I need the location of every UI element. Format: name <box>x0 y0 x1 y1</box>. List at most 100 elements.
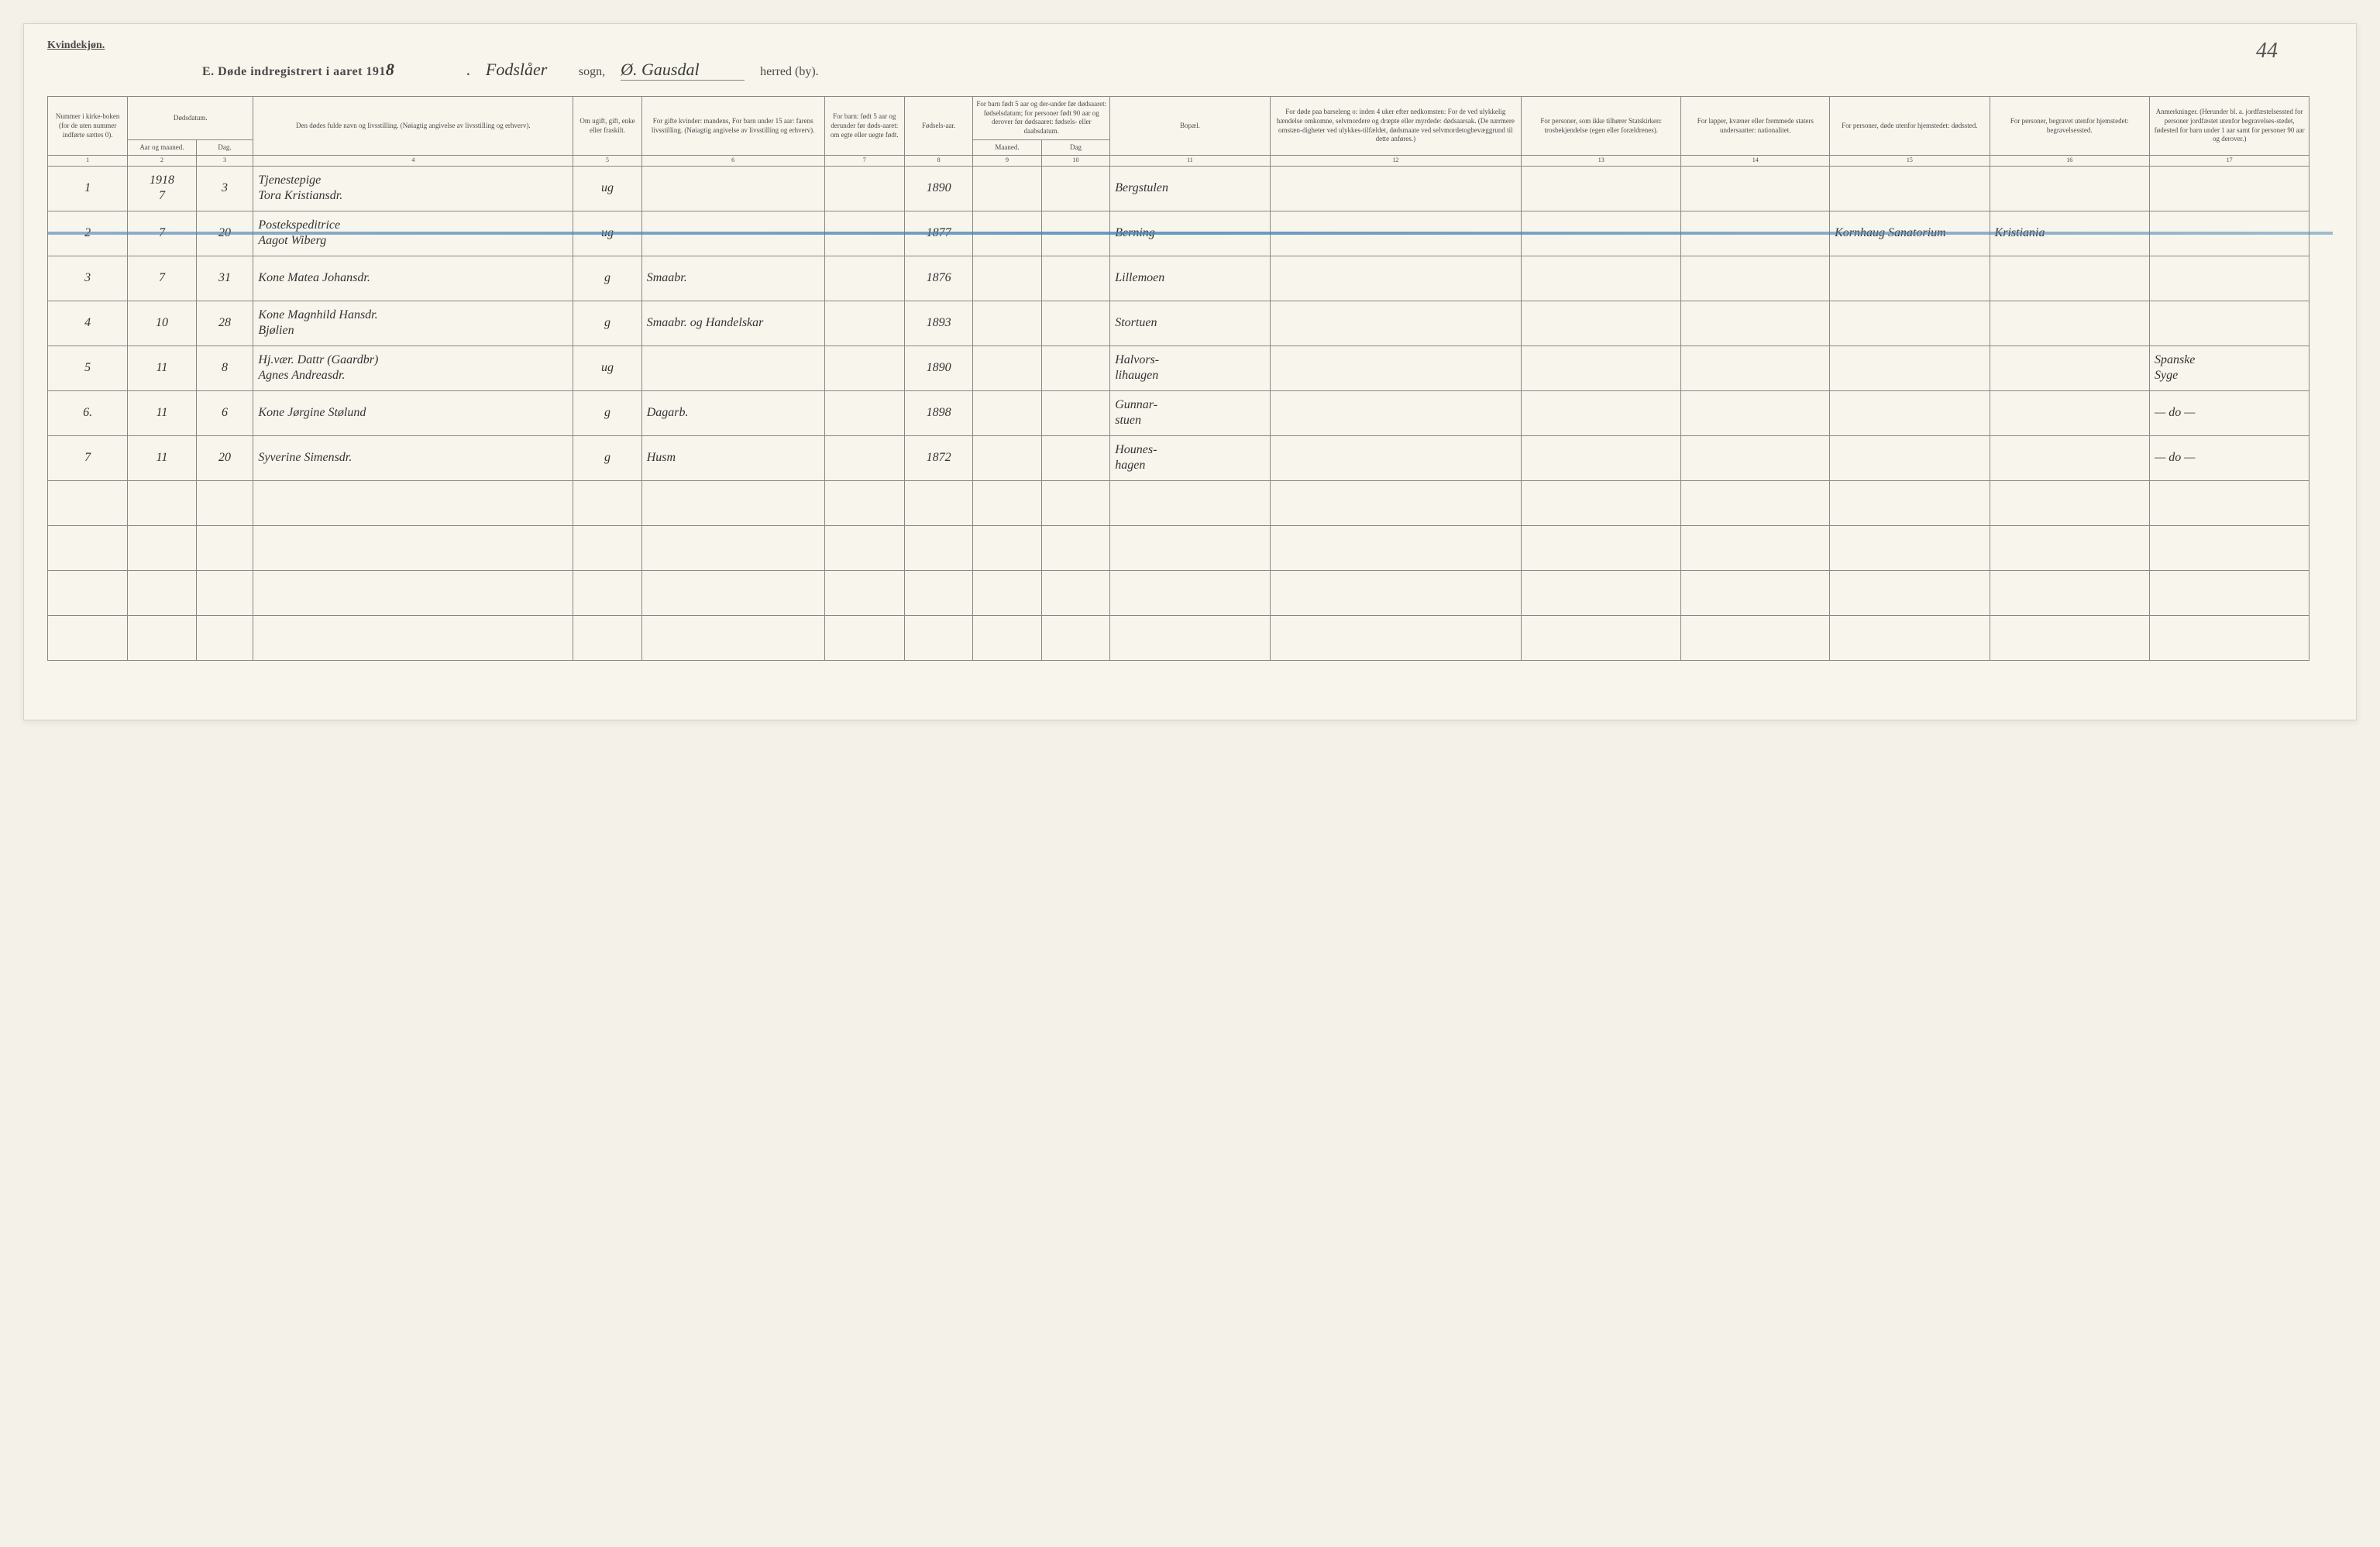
colnum: 3 <box>196 156 253 166</box>
title-prefix: E. Døde indregistrert i aaret 191 <box>202 65 386 78</box>
birth-month <box>973 390 1041 435</box>
marital-status: g <box>573 435 641 480</box>
empty-cell <box>1681 525 1830 570</box>
col-header-2-3-group: Dødsdatum. <box>128 97 253 140</box>
col-header-12: For døde paa barseleng o: inden 4 uker e… <box>1270 97 1521 156</box>
legitimacy <box>824 211 904 256</box>
nationality <box>1681 435 1830 480</box>
empty-cell <box>1041 525 1109 570</box>
birth-day <box>1041 390 1109 435</box>
spouse-occupation <box>641 211 824 256</box>
cause-of-death <box>1270 390 1521 435</box>
death-day: 31 <box>196 256 253 301</box>
deceased-name: Tjenestepige Tora Kristiansdr. <box>253 166 573 211</box>
table-row-empty <box>48 525 2333 570</box>
page-number: 44 <box>2256 39 2334 64</box>
empty-cell <box>48 480 128 525</box>
empty-cell <box>1830 570 1990 615</box>
place-of-death <box>1830 345 1990 390</box>
col-header-8: Fødsels-aar. <box>904 97 972 156</box>
col-header-15: For personer, døde utenfor hjemstedet: d… <box>1830 97 1990 156</box>
burial-place <box>1990 256 2149 301</box>
birth-month <box>973 435 1041 480</box>
col-header-10: Dag <box>1041 139 1109 156</box>
empty-cell <box>1041 570 1109 615</box>
residence: Gunnar- stuen <box>1110 390 1270 435</box>
empty-cell <box>2149 480 2309 525</box>
birth-year: 1876 <box>904 256 972 301</box>
empty-cell <box>824 570 904 615</box>
empty-cell <box>1522 615 1681 660</box>
empty-cell <box>128 480 196 525</box>
remarks: — do — <box>2149 435 2309 480</box>
table-row: 5118Hj.vær. Dattr (Gaardbr) Agnes Andrea… <box>48 345 2333 390</box>
deceased-name: Kone Matea Johansdr. <box>253 256 573 301</box>
empty-cell <box>2149 525 2309 570</box>
place-of-death <box>1830 435 1990 480</box>
colnum: 5 <box>573 156 641 166</box>
empty-cell <box>1990 480 2149 525</box>
empty-cell <box>1522 570 1681 615</box>
colnum: 4 <box>253 156 573 166</box>
birth-day <box>1041 211 1109 256</box>
empty-cell <box>641 525 824 570</box>
death-day: 6 <box>196 390 253 435</box>
burial-place <box>1990 390 2149 435</box>
empty-cell <box>128 615 196 660</box>
birth-year: 1898 <box>904 390 972 435</box>
row-number: 3 <box>48 256 128 301</box>
empty-cell <box>253 525 573 570</box>
remarks <box>2149 301 2309 345</box>
empty-cell <box>128 570 196 615</box>
empty-cell <box>973 525 1041 570</box>
legitimacy <box>824 345 904 390</box>
cause-of-death <box>1270 166 1521 211</box>
row-number: 7 <box>48 435 128 480</box>
nationality <box>1681 345 1830 390</box>
empty-cell <box>904 570 972 615</box>
place-of-death: Kornhaug Sanatorium <box>1830 211 1990 256</box>
herred-label: herred (by). <box>760 65 819 79</box>
table-row-empty <box>48 570 2333 615</box>
burial-place <box>1990 345 2149 390</box>
col-header-17: Anmerkninger. (Herunder bl. a. jordfæste… <box>2149 97 2309 156</box>
row-number: 2 <box>48 211 128 256</box>
cause-of-death <box>1270 256 1521 301</box>
death-year-month: 10 <box>128 301 196 345</box>
colnum: 17 <box>2149 156 2309 166</box>
empty-cell <box>1270 615 1521 660</box>
sogn-label: sogn, <box>579 65 605 79</box>
empty-cell <box>2149 570 2309 615</box>
residence: Halvors- lihaugen <box>1110 345 1270 390</box>
confession <box>1522 256 1681 301</box>
empty-cell <box>573 480 641 525</box>
marital-status: ug <box>573 211 641 256</box>
deceased-name: Hj.vær. Dattr (Gaardbr) Agnes Andreasdr. <box>253 345 573 390</box>
cause-of-death <box>1270 301 1521 345</box>
empty-cell <box>1110 480 1270 525</box>
empty-cell <box>1110 525 1270 570</box>
death-day: 8 <box>196 345 253 390</box>
confession <box>1522 345 1681 390</box>
nationality <box>1681 301 1830 345</box>
cause-of-death <box>1270 345 1521 390</box>
residence: Berning <box>1110 211 1270 256</box>
row-number: 6. <box>48 390 128 435</box>
birth-day <box>1041 435 1109 480</box>
remarks <box>2149 256 2309 301</box>
deceased-name: Syverine Simensdr. <box>253 435 573 480</box>
col-header-6: For gifte kvinder: mandens, For barn und… <box>641 97 824 156</box>
empty-cell <box>48 525 128 570</box>
residence: Stortuen <box>1110 301 1270 345</box>
empty-cell <box>1522 525 1681 570</box>
residence: Bergstulen <box>1110 166 1270 211</box>
empty-cell <box>573 570 641 615</box>
empty-cell <box>253 480 573 525</box>
colnum: 9 <box>973 156 1041 166</box>
col-header-4: Den dødes fulde navn og livsstilling. (N… <box>253 97 573 156</box>
birth-day <box>1041 345 1109 390</box>
empty-cell <box>196 480 253 525</box>
table-body: 11918 73Tjenestepige Tora Kristiansdr.ug… <box>48 166 2333 660</box>
empty-cell <box>573 525 641 570</box>
title-main: E. Døde indregistrert i aaret 1918 . <box>202 60 470 81</box>
